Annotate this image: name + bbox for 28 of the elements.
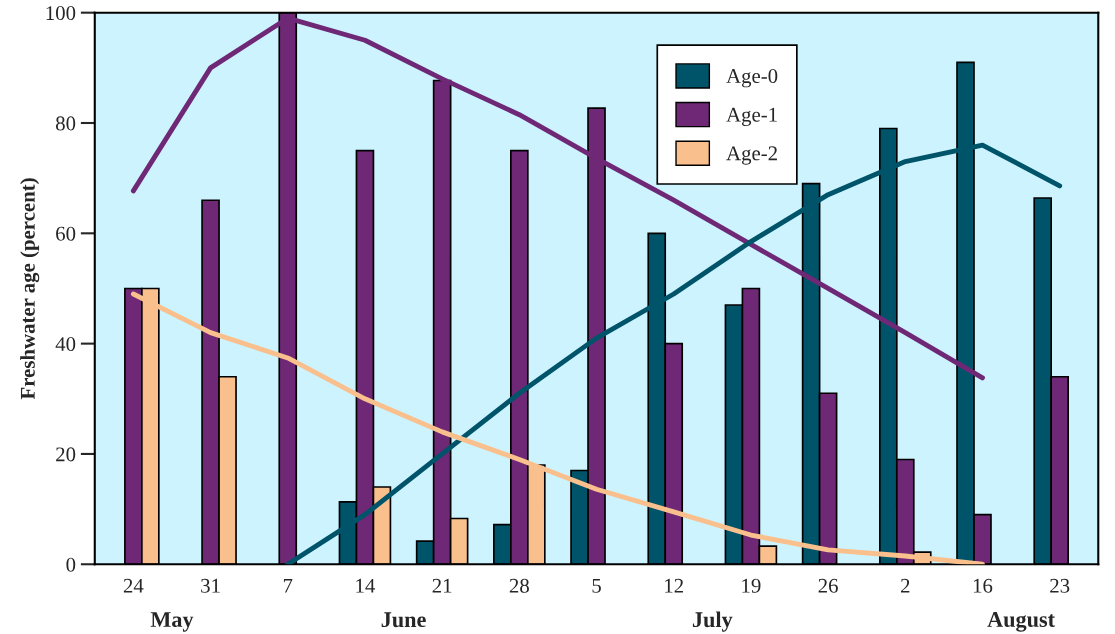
- text: June: [381, 612, 426, 628]
- x-tick-label: 26: [818, 578, 838, 593]
- text: August: [987, 612, 1055, 632]
- x-tick-label: 7: [283, 578, 293, 593]
- y-tick-label: 60: [56, 226, 76, 241]
- x-tick-label: 5: [592, 578, 601, 593]
- x-tick-label: 14: [356, 578, 376, 593]
- x-tick-label: 28: [509, 578, 529, 593]
- y-tick-label: 40: [55, 337, 76, 352]
- x-tick-label: 23: [1050, 578, 1070, 593]
- y-tick-label: 80: [55, 116, 76, 131]
- legend-label: Age-0: [726, 69, 778, 88]
- legend-label: Age-1: [726, 107, 777, 127]
- y-tick-label: 0: [66, 557, 76, 572]
- text: May: [150, 612, 194, 632]
- y-tick-label: 20: [56, 447, 76, 462]
- y-axis-title: Freshwater age (percent): [20, 178, 40, 400]
- y-tick-label: 100: [46, 6, 76, 21]
- x-tick-label: 24: [123, 578, 144, 593]
- text: July: [692, 611, 733, 632]
- x-tick-label: 16: [973, 578, 993, 593]
- x-tick-label: 12: [665, 578, 683, 593]
- x-tick-label: 19: [742, 578, 761, 593]
- line-series: [130, 291, 985, 565]
- legend-label: Age-2: [726, 146, 777, 165]
- x-tick-label: 31: [201, 578, 220, 593]
- x-tick-label: 21: [432, 578, 452, 593]
- x-tick-label: 2: [901, 578, 910, 593]
